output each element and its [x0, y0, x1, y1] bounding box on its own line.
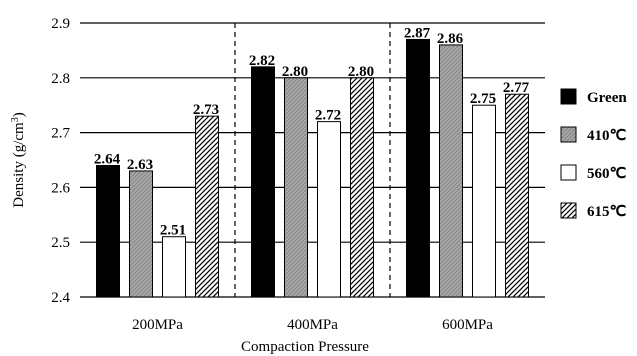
data-label: 2.87	[404, 25, 431, 41]
legend-label: Green	[587, 90, 627, 106]
bar	[350, 77, 374, 298]
legend-label: 560℃	[587, 166, 627, 182]
bar	[162, 236, 186, 298]
data-label: 2.80	[282, 64, 308, 80]
y-axis-title: Density (g/cm3)	[10, 112, 27, 207]
y-tick-label: 2.5	[51, 235, 70, 251]
x-category-label: 400MPa	[287, 317, 338, 333]
data-label: 2.77	[503, 80, 530, 96]
data-label: 2.75	[470, 91, 496, 107]
y-tick-labels: 2.4 2.5 2.6 2.7 2.8 2.9	[51, 16, 70, 306]
data-label: 2.72	[315, 108, 341, 124]
data-label: 2.86	[437, 31, 464, 47]
y-tick-label: 2.6	[51, 180, 70, 196]
data-label: 2.51	[160, 223, 186, 239]
bar	[96, 164, 120, 298]
data-labels: 2.64 2.63 2.51 2.73 2.82 2.80 2.72 2.80 2.87 2.86…	[94, 25, 530, 238]
x-category-label: 200MPa	[132, 317, 183, 333]
bar	[284, 77, 308, 298]
legend-label: 410℃	[587, 128, 627, 144]
data-label: 2.64	[94, 151, 121, 167]
legend-swatch	[560, 88, 577, 105]
data-label: 2.80	[348, 64, 374, 80]
legend-swatch	[560, 164, 577, 181]
x-category-label: 600MPa	[442, 317, 493, 333]
data-label: 2.73	[193, 102, 219, 118]
data-label: 2.63	[127, 157, 153, 173]
bar	[195, 115, 219, 298]
group-dividers	[234, 23, 391, 297]
grid-lines	[80, 22, 545, 298]
bar	[317, 121, 341, 298]
bar	[251, 66, 275, 298]
x-axis-title: Compaction Pressure	[241, 339, 369, 355]
legend-swatch	[560, 202, 577, 219]
bar	[505, 93, 529, 298]
y-tick-label: 2.9	[51, 16, 70, 32]
bar	[472, 104, 496, 298]
bars	[96, 38, 529, 298]
data-label: 2.82	[249, 53, 275, 69]
bar	[439, 44, 463, 298]
x-category-labels: 200MPa 400MPa 600MPa	[132, 317, 493, 333]
legend-label: 615℃	[587, 204, 627, 220]
legend-swatch	[560, 126, 577, 143]
legend: Green 410℃ 560℃ 615℃	[560, 88, 627, 220]
bar	[129, 170, 153, 298]
y-tick-label: 2.4	[51, 290, 70, 306]
y-tick-label: 2.7	[51, 126, 70, 142]
bar	[406, 38, 430, 298]
y-tick-label: 2.8	[51, 71, 70, 87]
